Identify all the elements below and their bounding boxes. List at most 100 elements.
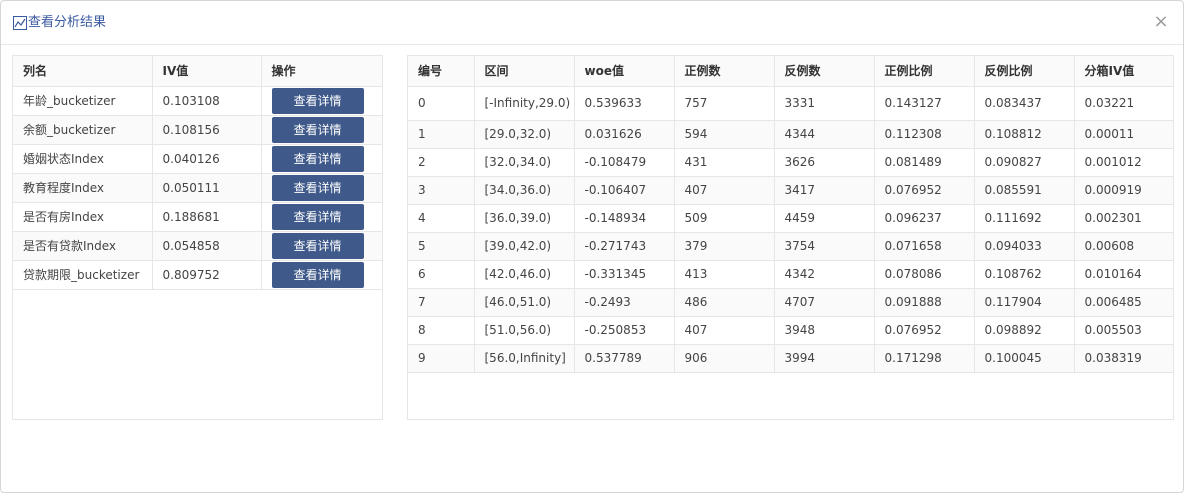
- column-name-cell: 教育程度Index: [13, 173, 153, 203]
- column-name-cell: 是否有房Index: [13, 202, 153, 232]
- header-woe: woe值: [574, 56, 675, 87]
- negative-ratio-cell: 0.117904: [974, 288, 1075, 317]
- view-details-button[interactable]: 查看详情: [271, 87, 364, 114]
- table-row: 婚姻状态Index 0.040126 查看详情: [13, 144, 382, 174]
- interval-cell: [29.0,32.0): [474, 120, 575, 149]
- table-row: 年龄_bucketizer 0.103108 查看详情: [13, 86, 382, 116]
- header-action: 操作: [261, 56, 382, 87]
- negative-count-cell: 3754: [774, 232, 875, 261]
- woe-cell: -0.250853: [574, 316, 675, 345]
- bin-iv-cell: 0.001012: [1074, 148, 1173, 177]
- index-cell: 8: [408, 316, 475, 345]
- woe-cell: 0.537789: [574, 344, 675, 373]
- positive-count-cell: 379: [674, 232, 775, 261]
- negative-count-cell: 4459: [774, 204, 875, 233]
- woe-cell: -0.271743: [574, 232, 675, 261]
- header-column-name: 列名: [13, 56, 153, 87]
- woe-cell: -0.108479: [574, 148, 675, 177]
- column-iv-panel: 列名 IV值 操作 年龄_bucketizer 0.103108 查看详情 余额_bu…: [12, 55, 383, 420]
- index-cell: 4: [408, 204, 475, 233]
- action-cell: 查看详情: [261, 144, 382, 174]
- header-positive-ratio: 正例比例: [874, 56, 975, 87]
- negative-count-cell: 4707: [774, 288, 875, 317]
- bin-iv-cell: 0.002301: [1074, 204, 1173, 233]
- close-icon[interactable]: ×: [1153, 11, 1169, 32]
- negative-ratio-cell: 0.100045: [974, 344, 1075, 373]
- dialog-title: 查看分析结果: [28, 15, 107, 30]
- negative-ratio-cell: 0.083437: [974, 86, 1075, 121]
- table-row: 是否有贷款Index 0.054858 查看详情: [13, 231, 382, 261]
- chart-icon: [13, 16, 27, 30]
- positive-ratio-cell: 0.078086: [874, 260, 975, 289]
- woe-cell: 0.539633: [574, 86, 675, 121]
- header-negative-count: 反例数: [774, 56, 875, 87]
- view-details-button[interactable]: 查看详情: [271, 232, 364, 259]
- header-iv: IV值: [152, 56, 262, 87]
- index-cell: 2: [408, 148, 475, 177]
- index-cell: 1: [408, 120, 475, 149]
- interval-cell: [56.0,Infinity]: [474, 344, 575, 373]
- bin-iv-cell: 0.005503: [1074, 316, 1173, 345]
- header-positive-count: 正例数: [674, 56, 775, 87]
- positive-count-cell: 906: [674, 344, 775, 373]
- negative-count-cell: 3994: [774, 344, 875, 373]
- positive-ratio-cell: 0.171298: [874, 344, 975, 373]
- negative-count-cell: 3417: [774, 176, 875, 205]
- woe-cell: -0.148934: [574, 204, 675, 233]
- view-details-button[interactable]: 查看详情: [271, 145, 364, 172]
- table-row: 9 [56.0,Infinity] 0.537789 906 3994 0.171298 0…: [408, 344, 1173, 373]
- negative-count-cell: 3948: [774, 316, 875, 345]
- positive-ratio-cell: 0.076952: [874, 176, 975, 205]
- table-row: 6 [42.0,46.0) -0.331345 413 4342 0.078086 0.10…: [408, 260, 1173, 289]
- bin-iv-cell: 0.000919: [1074, 176, 1173, 205]
- negative-count-cell: 4344: [774, 120, 875, 149]
- index-cell: 0: [408, 86, 475, 121]
- table-row: 教育程度Index 0.050111 查看详情: [13, 173, 382, 203]
- bucket-detail-panel: 编号 区间 woe值 正例数 反例数 正例比例 反例比例 分箱IV值 0 [-In…: [407, 55, 1174, 420]
- table-row: 1 [29.0,32.0) 0.031626 594 4344 0.112308 0.108…: [408, 120, 1173, 149]
- interval-cell: [39.0,42.0): [474, 232, 575, 261]
- woe-cell: -0.331345: [574, 260, 675, 289]
- positive-ratio-cell: 0.091888: [874, 288, 975, 317]
- negative-ratio-cell: 0.085591: [974, 176, 1075, 205]
- negative-count-cell: 3331: [774, 86, 875, 121]
- positive-count-cell: 757: [674, 86, 775, 121]
- table-row: 4 [36.0,39.0) -0.148934 509 4459 0.096237 0.11…: [408, 204, 1173, 233]
- view-details-button[interactable]: 查看详情: [271, 203, 364, 230]
- positive-count-cell: 413: [674, 260, 775, 289]
- negative-ratio-cell: 0.111692: [974, 204, 1075, 233]
- view-details-button[interactable]: 查看详情: [271, 174, 364, 201]
- table-header-row: 编号 区间 woe值 正例数 反例数 正例比例 反例比例 分箱IV值: [408, 56, 1173, 87]
- negative-ratio-cell: 0.108812: [974, 120, 1075, 149]
- positive-count-cell: 431: [674, 148, 775, 177]
- table-row: 3 [34.0,36.0) -0.106407 407 3417 0.076952 0.08…: [408, 176, 1173, 205]
- dialog-header: 查看分析结果 ×: [1, 1, 1183, 45]
- action-cell: 查看详情: [261, 202, 382, 232]
- positive-ratio-cell: 0.076952: [874, 316, 975, 345]
- column-name-cell: 是否有贷款Index: [13, 231, 153, 261]
- positive-count-cell: 594: [674, 120, 775, 149]
- header-bin-iv: 分箱IV值: [1074, 56, 1173, 87]
- interval-cell: [34.0,36.0): [474, 176, 575, 205]
- bin-iv-cell: 0.00011: [1074, 120, 1173, 149]
- index-cell: 6: [408, 260, 475, 289]
- action-cell: 查看详情: [261, 260, 382, 290]
- positive-ratio-cell: 0.071658: [874, 232, 975, 261]
- view-details-button[interactable]: 查看详情: [271, 116, 364, 143]
- action-cell: 查看详情: [261, 86, 382, 116]
- index-cell: 7: [408, 288, 475, 317]
- interval-cell: [46.0,51.0): [474, 288, 575, 317]
- bucket-detail-table: 编号 区间 woe值 正例数 反例数 正例比例 反例比例 分箱IV值 0 [-In…: [408, 56, 1173, 373]
- header-negative-ratio: 反例比例: [974, 56, 1075, 87]
- header-index: 编号: [408, 56, 475, 87]
- table-row: 2 [32.0,34.0) -0.108479 431 3626 0.081489 0.09…: [408, 148, 1173, 177]
- view-details-button[interactable]: 查看详情: [271, 261, 364, 288]
- interval-cell: [42.0,46.0): [474, 260, 575, 289]
- bin-iv-cell: 0.006485: [1074, 288, 1173, 317]
- interval-cell: [36.0,39.0): [474, 204, 575, 233]
- negative-count-cell: 3626: [774, 148, 875, 177]
- iv-value-cell: 0.188681: [152, 202, 262, 232]
- bin-iv-cell: 0.00608: [1074, 232, 1173, 261]
- action-cell: 查看详情: [261, 231, 382, 261]
